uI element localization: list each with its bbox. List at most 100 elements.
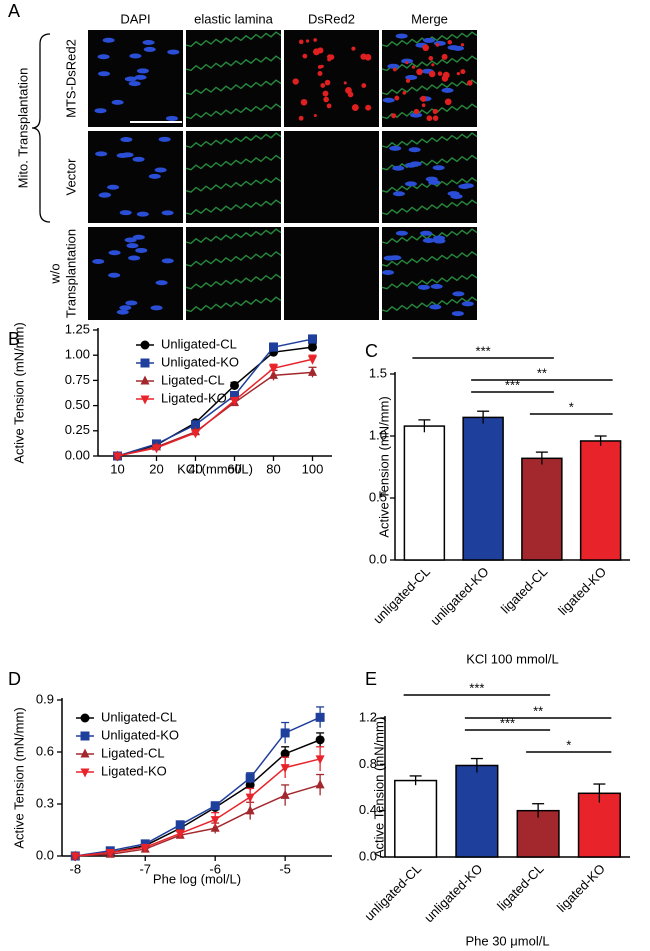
bar: [577, 792, 621, 858]
nucleus: [158, 136, 171, 142]
mito-signal: [434, 109, 438, 113]
elastic-fiber: [185, 250, 282, 267]
series: [70, 773, 325, 860]
marker: [191, 429, 200, 439]
image-cell: [284, 227, 379, 320]
y-tick-label: 0.0: [359, 848, 377, 863]
mito-signal: [392, 67, 397, 72]
marker: [230, 391, 239, 401]
x-tick-label: 20: [149, 461, 163, 476]
nucleus: [383, 255, 396, 261]
elastic-fiber: [381, 228, 478, 245]
x-tick-label: 40: [188, 461, 202, 476]
mito-signal: [442, 71, 450, 79]
y-tick-label: 1.00: [65, 347, 90, 362]
bar: [579, 440, 622, 561]
x-tick-label: -5: [279, 861, 291, 876]
bar: [516, 809, 560, 858]
series-line: [75, 716, 321, 857]
elastic-fiber: [185, 55, 282, 72]
nucleus: [125, 300, 138, 306]
mito-signal: [361, 83, 367, 89]
image-cell: [284, 30, 379, 127]
legend-label: Ligated-CL: [101, 745, 165, 760]
nucleus: [132, 156, 145, 162]
marker: [140, 395, 150, 405]
panel-label: A: [8, 1, 20, 21]
elastic-fiber: [381, 296, 478, 313]
y-axis-label: Active Tension (mN/mm): [11, 322, 26, 463]
series-line: [117, 358, 313, 457]
micrograph: [284, 131, 379, 223]
mito-signal: [305, 39, 310, 43]
marker: [80, 748, 90, 758]
legend-label: Unligated-CL: [101, 709, 177, 724]
nucleus: [408, 147, 421, 153]
x-tick-label: unligated-CL: [370, 564, 433, 627]
nucleus: [433, 40, 446, 46]
nucleus: [392, 165, 405, 171]
nucleus: [161, 258, 174, 264]
elastic-fiber: [185, 273, 282, 290]
y-tick-label: 0.5: [369, 489, 387, 504]
marker: [113, 452, 122, 462]
marker: [191, 420, 200, 430]
legend-label: Unligated-KO: [161, 354, 239, 369]
mito-signal: [360, 53, 367, 60]
nucleus: [142, 40, 155, 46]
nucleus: [126, 243, 139, 249]
mito-signal: [322, 90, 329, 97]
nucleus: [423, 37, 436, 43]
y-tick-label: 0.6: [36, 743, 54, 758]
marker: [245, 805, 255, 815]
legend-label: Unligated-CL: [161, 336, 237, 351]
marker: [308, 342, 317, 352]
group-label: Mito. Transplantation: [15, 68, 30, 189]
x-tick-label: 80: [266, 461, 280, 476]
nucleus: [167, 49, 180, 55]
mito-signal: [298, 115, 304, 121]
image-cell: [186, 131, 281, 223]
marker: [269, 364, 278, 374]
nucleus: [107, 184, 120, 190]
nucleus: [432, 165, 445, 171]
nucleus: [422, 238, 435, 244]
mito-signal: [447, 39, 452, 45]
bar: [462, 416, 504, 561]
panel-label: E: [365, 669, 377, 689]
nucleus: [134, 74, 147, 80]
elastic-fiber: [185, 132, 282, 149]
significance-label: *: [569, 399, 574, 414]
nucleus: [135, 247, 148, 253]
elastic-fiber: [185, 154, 282, 171]
micrograph: [185, 227, 282, 320]
nucleus: [461, 183, 474, 189]
nucleus: [410, 112, 423, 118]
marker: [269, 369, 278, 379]
mito-signal: [327, 57, 332, 62]
marker: [245, 793, 255, 803]
significance-label: *: [566, 737, 571, 752]
nucleus: [425, 176, 438, 182]
bar: [403, 425, 446, 561]
mito-signal: [411, 65, 416, 69]
x-tick-label: ligated-KO: [554, 861, 608, 915]
x-axis-label: Phe 30 μmol/L: [465, 933, 549, 948]
nucleus: [136, 211, 149, 217]
nucleus: [129, 53, 142, 59]
mito-signal: [351, 46, 356, 51]
nucleus: [420, 230, 433, 236]
group-bracket: [31, 33, 51, 223]
mito-signal: [460, 43, 465, 47]
mito-signal: [394, 95, 400, 101]
nucleus: [128, 255, 141, 261]
mito-signal: [422, 44, 430, 52]
y-tick-label: 0.3: [36, 795, 54, 810]
mito-signal: [426, 115, 433, 122]
elastic-fiber: [381, 79, 478, 96]
mito-signal: [317, 65, 322, 69]
series-line: [117, 338, 313, 457]
series-line: [75, 784, 321, 857]
x-tick-label: 10: [110, 461, 124, 476]
